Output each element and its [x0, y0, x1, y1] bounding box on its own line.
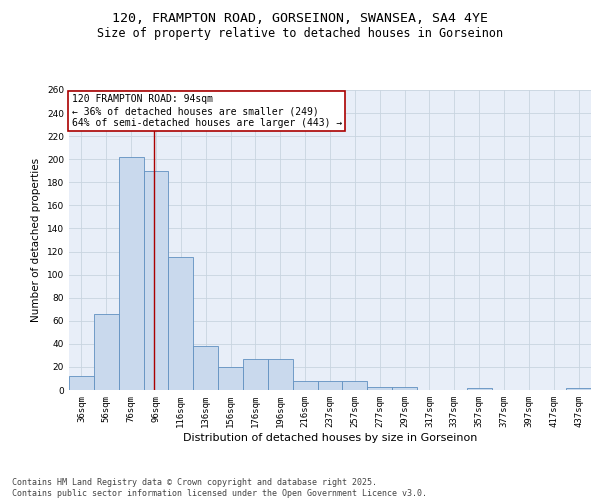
Bar	[94, 314, 119, 390]
Bar	[317, 381, 343, 390]
Text: 120, FRAMPTON ROAD, GORSEINON, SWANSEA, SA4 4YE: 120, FRAMPTON ROAD, GORSEINON, SWANSEA, …	[112, 12, 488, 26]
Bar	[343, 381, 367, 390]
Bar	[467, 388, 491, 390]
Text: Contains HM Land Registry data © Crown copyright and database right 2025.
Contai: Contains HM Land Registry data © Crown c…	[12, 478, 427, 498]
Bar	[566, 388, 591, 390]
Y-axis label: Number of detached properties: Number of detached properties	[31, 158, 41, 322]
Text: Size of property relative to detached houses in Gorseinon: Size of property relative to detached ho…	[97, 28, 503, 40]
Bar	[293, 381, 317, 390]
Text: 120 FRAMPTON ROAD: 94sqm
← 36% of detached houses are smaller (249)
64% of semi-: 120 FRAMPTON ROAD: 94sqm ← 36% of detach…	[71, 94, 342, 128]
Bar	[119, 157, 143, 390]
Bar	[69, 376, 94, 390]
Bar	[143, 171, 169, 390]
X-axis label: Distribution of detached houses by size in Gorseinon: Distribution of detached houses by size …	[183, 432, 477, 442]
Bar	[169, 258, 193, 390]
Bar	[268, 359, 293, 390]
Bar	[243, 359, 268, 390]
Bar	[367, 386, 392, 390]
Bar	[392, 386, 417, 390]
Bar	[218, 367, 243, 390]
Bar	[193, 346, 218, 390]
